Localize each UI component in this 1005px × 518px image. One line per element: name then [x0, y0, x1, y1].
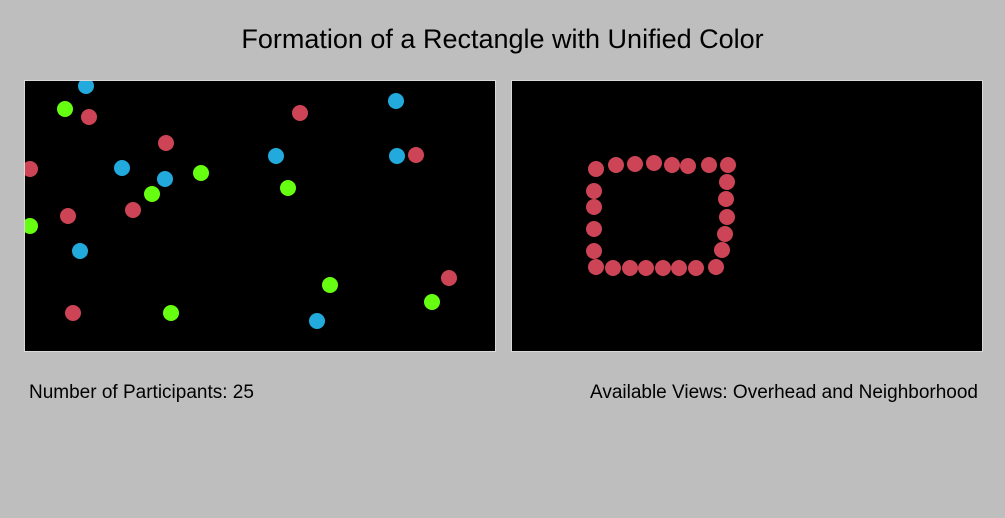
formation-dot — [688, 260, 704, 276]
participant-dot — [441, 270, 457, 286]
participant-dot — [389, 148, 405, 164]
participant-dot — [125, 202, 141, 218]
participant-dot — [268, 148, 284, 164]
formation-dot — [586, 199, 602, 215]
participant-dot — [57, 101, 73, 117]
formation-dot — [708, 259, 724, 275]
formation-dot — [719, 209, 735, 225]
overhead-view-canvas — [25, 81, 457, 329]
neighborhood-view-panel — [511, 80, 983, 352]
available-views-caption: Available Views: Overhead and Neighborho… — [589, 382, 978, 403]
formation-dot — [586, 221, 602, 237]
participant-dot — [408, 147, 424, 163]
formation-dot — [664, 157, 680, 173]
formation-dot — [720, 157, 736, 173]
participant-dot — [114, 160, 130, 176]
participant-dot — [78, 81, 94, 94]
formation-dot — [655, 260, 671, 276]
participant-dot — [157, 171, 173, 187]
participant-dot — [280, 180, 296, 196]
formation-dot — [680, 158, 696, 174]
formation-dot — [717, 226, 733, 242]
participant-dot — [193, 165, 209, 181]
participant-dot — [163, 305, 179, 321]
participant-dot — [158, 135, 174, 151]
formation-dot — [622, 260, 638, 276]
participant-dot — [81, 109, 97, 125]
formation-dot — [646, 155, 662, 171]
formation-dot — [605, 260, 621, 276]
participant-dot — [72, 243, 88, 259]
participant-dot — [322, 277, 338, 293]
formation-dot — [586, 183, 602, 199]
formation-dot — [608, 157, 624, 173]
participant-dot — [144, 186, 160, 202]
participant-dot — [309, 313, 325, 329]
formation-dot — [627, 156, 643, 172]
formation-dot — [714, 242, 730, 258]
participants-count-caption: Number of Participants: 25 — [29, 382, 254, 403]
formation-dot — [718, 191, 734, 207]
neighborhood-view-canvas — [586, 155, 736, 276]
formation-dot — [701, 157, 717, 173]
formation-dot — [588, 161, 604, 177]
formation-dot — [671, 260, 687, 276]
formation-dot — [719, 174, 735, 190]
participant-dot — [65, 305, 81, 321]
participant-dot — [424, 294, 440, 310]
page-title: Formation of a Rectangle with Unified Co… — [241, 24, 764, 54]
participant-dot — [292, 105, 308, 121]
formation-dot — [586, 243, 602, 259]
overhead-view-panel — [24, 80, 496, 352]
participant-dot — [388, 93, 404, 109]
formation-dot — [638, 260, 654, 276]
participant-dot — [25, 161, 38, 177]
participant-dot — [60, 208, 76, 224]
participant-dot — [25, 218, 38, 234]
formation-dot — [588, 259, 604, 275]
